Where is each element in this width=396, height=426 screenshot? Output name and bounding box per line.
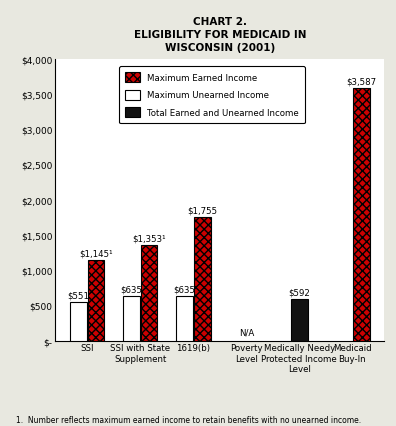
Bar	[352, 89, 369, 341]
Legend: Maximum Earned Income, Maximum Unearned Income, Total Earned and Unearned Income: Maximum Earned Income, Maximum Unearned …	[119, 67, 305, 124]
Bar	[70, 302, 87, 341]
Bar	[141, 246, 158, 341]
Text: $1,755: $1,755	[187, 206, 217, 215]
Bar	[176, 296, 193, 341]
Text: N/A: N/A	[239, 328, 254, 337]
Text: $592: $592	[288, 288, 310, 297]
Text: $1,145¹: $1,145¹	[79, 249, 113, 258]
Text: $1,353¹: $1,353¹	[132, 234, 166, 243]
Bar	[88, 260, 105, 341]
Title: CHART 2.
ELIGIBILITY FOR MEDICAID IN
WISCONSIN (2001): CHART 2. ELIGIBILITY FOR MEDICAID IN WIS…	[133, 17, 306, 53]
Text: $635: $635	[173, 285, 196, 294]
Bar	[291, 299, 308, 341]
Bar	[194, 217, 211, 341]
Text: 1.  Number reflects maximum earned income to retain benefits with no unearned in: 1. Number reflects maximum earned income…	[16, 415, 361, 424]
Text: $635: $635	[120, 285, 143, 294]
Bar	[123, 296, 140, 341]
Text: $551: $551	[67, 291, 89, 299]
Text: $3,587: $3,587	[346, 77, 376, 86]
